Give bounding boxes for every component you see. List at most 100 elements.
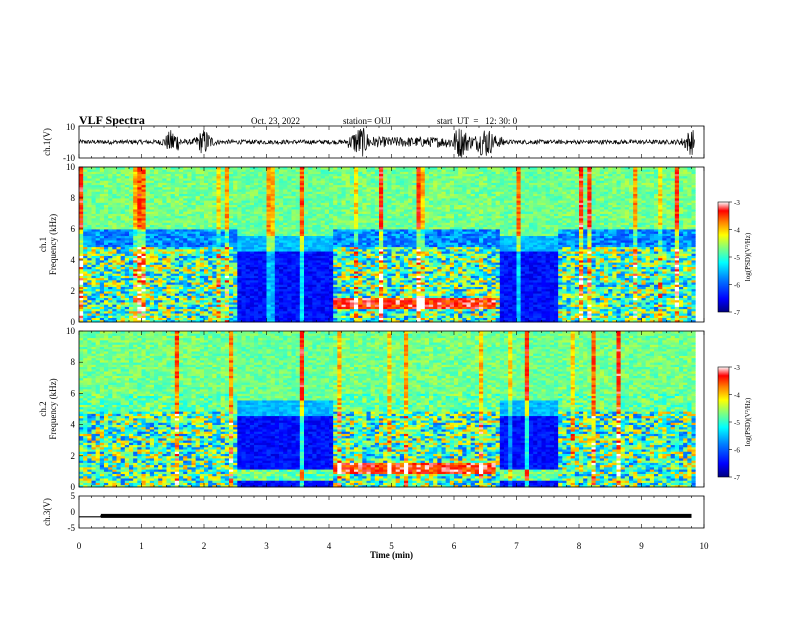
spec1-cell-7-58 — [108, 191, 113, 194]
spec1-cell-0-25 — [79, 264, 84, 267]
spec1-cell-60-7 — [329, 304, 334, 307]
spec1-cell-42-2 — [254, 315, 259, 318]
spec1-cell-50-18 — [287, 280, 292, 283]
spec1-cell-9-21 — [117, 273, 122, 276]
spec1-cell-16-14 — [146, 289, 151, 292]
spec1-cell-22-67 — [171, 171, 176, 174]
spec1-cell-19-42 — [158, 227, 163, 230]
spec1-cell-13-16 — [133, 284, 138, 287]
spec1-cell-32-37 — [212, 238, 217, 241]
spec1-cell-32-4 — [212, 311, 217, 314]
spec1-cell-49-56 — [283, 196, 288, 199]
spec1-cell-4-16 — [96, 284, 101, 287]
spec1-cell-9-42 — [117, 227, 122, 230]
spec1-cell-16-51 — [146, 207, 151, 210]
spec1-cell-4-23 — [96, 269, 101, 272]
spec1-cell-37-63 — [233, 180, 238, 183]
spec1-cell-41-4 — [250, 311, 255, 314]
spec1-cell-8-23 — [112, 269, 117, 272]
spec1-cell-11-44 — [125, 222, 130, 225]
spec1-cell-69-37 — [367, 238, 372, 241]
spec1-cell-52-16 — [296, 284, 301, 287]
spec1-cell-38-63 — [237, 180, 242, 183]
spec1-cell-66-4 — [354, 311, 359, 314]
spec1-cell-65-58 — [350, 191, 355, 194]
spec1-cell-37-11 — [233, 295, 238, 298]
spec1-cell-5-18 — [100, 280, 105, 283]
spec1-cell-55-42 — [308, 227, 313, 230]
spec1-cell-37-9 — [233, 300, 238, 303]
spec1-cell-6-28 — [104, 258, 109, 261]
spec1-cell-63-9 — [342, 300, 347, 303]
spec1-cell-39-7 — [242, 304, 247, 307]
spec1-cell-21-14 — [167, 289, 172, 292]
spec1-cell-38-67 — [237, 171, 242, 174]
spec1-cell-50-7 — [287, 304, 292, 307]
spec1-cell-53-30 — [300, 253, 305, 256]
spec1-cell-33-51 — [217, 207, 222, 210]
spec1-cell-58-30 — [321, 253, 326, 256]
spec1-cell-13-56 — [133, 196, 138, 199]
spec1-cell-62-30 — [337, 253, 342, 256]
spec1-cell-59-67 — [325, 171, 330, 174]
spec1-cell-58-49 — [321, 211, 326, 214]
spec1-cell-61-63 — [333, 180, 338, 183]
spec1-cell-59-28 — [325, 258, 330, 261]
spec1-cell-1-21 — [83, 273, 88, 276]
spec1-cell-64-42 — [346, 227, 351, 230]
spec1-cell-65-16 — [350, 284, 355, 287]
spec1-cell-20-7 — [162, 304, 167, 307]
spec1-cell-54-4 — [304, 311, 309, 314]
spec1-cell-34-53 — [221, 202, 226, 205]
spec1-cell-61-67 — [333, 171, 338, 174]
spec1-cell-18-53 — [154, 202, 159, 205]
spec1-cell-9-53 — [117, 202, 122, 205]
spec1-cell-60-44 — [329, 222, 334, 225]
spec1-cell-23-32 — [175, 249, 180, 252]
spec1-cell-39-39 — [242, 233, 247, 236]
spec1-cell-13-21 — [133, 273, 138, 276]
spec1-cell-45-2 — [267, 315, 272, 318]
spec1-cell-44-9 — [262, 300, 267, 303]
spec1-cell-21-58 — [167, 191, 172, 194]
spec1-cell-29-65 — [200, 176, 205, 179]
spec1-cell-4-42 — [96, 227, 101, 230]
spec1-cell-33-18 — [217, 280, 222, 283]
spec1-cell-19-11 — [158, 295, 163, 298]
spec1-cell-22-56 — [171, 196, 176, 199]
spec1-cell-50-46 — [287, 218, 292, 221]
spec1-cell-37-21 — [233, 273, 238, 276]
spec1-cell-3-49 — [92, 211, 97, 214]
spec1-cell-31-35 — [208, 242, 213, 245]
spec1-cell-41-35 — [250, 242, 255, 245]
spec1-cell-62-37 — [337, 238, 342, 241]
spec1-cell-58-16 — [321, 284, 326, 287]
spec1-cell-57-51 — [317, 207, 322, 210]
spec1-cell-51-30 — [292, 253, 297, 256]
spec1-cell-62-39 — [337, 233, 342, 236]
spec1-cell-11-65 — [125, 176, 130, 179]
spec1-cell-55-28 — [308, 258, 313, 261]
spec1-cell-63-60 — [342, 187, 347, 190]
spec1-cell-19-16 — [158, 284, 163, 287]
spec1-cell-38-28 — [237, 258, 242, 261]
spec1-cell-13-39 — [133, 233, 138, 236]
spec1-cell-56-30 — [312, 253, 317, 256]
spec1-cell-18-2 — [154, 315, 159, 318]
spec1-cell-33-14 — [217, 289, 222, 292]
spec1-cell-47-46 — [275, 218, 280, 221]
spec1-cell-3-37 — [92, 238, 97, 241]
spec1-cell-25-53 — [183, 202, 188, 205]
spec1-cell-29-53 — [200, 202, 205, 205]
spec1-cell-2-30 — [87, 253, 92, 256]
spec1-cell-37-28 — [233, 258, 238, 261]
spec1-cell-38-46 — [237, 218, 242, 221]
spec1-cell-44-65 — [262, 176, 267, 179]
spec1-cell-28-25 — [196, 264, 201, 267]
spec1-cell-48-42 — [279, 227, 284, 230]
spec1-cell-56-39 — [312, 233, 317, 236]
spec1-cell-67-63 — [358, 180, 363, 183]
spec1-cell-16-49 — [146, 211, 151, 214]
spec1-cell-17-11 — [150, 295, 155, 298]
spec1-cell-47-63 — [275, 180, 280, 183]
